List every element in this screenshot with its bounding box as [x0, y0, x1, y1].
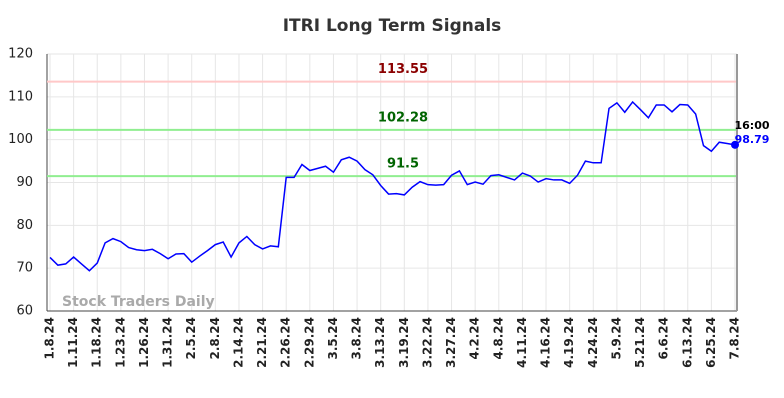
last-value: 98.79	[735, 133, 770, 146]
x-tick-label: 3.22.24	[420, 317, 434, 368]
x-tick-label: 4.8.24	[491, 317, 505, 360]
last-point	[731, 140, 739, 149]
y-tick-label: 100	[8, 132, 33, 147]
x-tick-label: 3.19.24	[397, 317, 411, 368]
x-tick-label: 3.27.24	[444, 317, 458, 368]
x-tick-label: 3.8.24	[350, 317, 364, 360]
reference-label: 91.5	[387, 157, 419, 172]
y-tick-label: 60	[16, 304, 33, 319]
x-tick-label: 4.24.24	[586, 317, 600, 368]
x-tick-label: 2.8.24	[208, 317, 222, 360]
x-tick-label: 1.11.24	[66, 317, 80, 368]
reference-label: 102.28	[378, 110, 428, 125]
y-tick-label: 120	[8, 47, 33, 62]
y-tick-label: 90	[16, 175, 33, 190]
x-tick-label: 2.14.24	[231, 317, 245, 368]
y-tick-label: 70	[16, 261, 33, 276]
x-tick-label: 5.21.24	[633, 317, 647, 368]
watermark: Stock Traders Daily	[62, 294, 215, 310]
x-tick-label: 4.11.24	[515, 317, 529, 368]
y-tick-label: 80	[16, 218, 33, 233]
x-tick-label: 4.19.24	[562, 317, 576, 368]
x-tick-label: 7.8.24	[728, 317, 742, 360]
last-time: 16:00	[734, 119, 769, 132]
x-tick-label: 6.6.24	[657, 317, 671, 360]
x-tick-label: 2.5.24	[184, 317, 198, 360]
x-tick-label: 1.26.24	[137, 317, 151, 368]
x-tick-label: 4.16.24	[539, 317, 553, 368]
x-tick-label: 1.31.24	[161, 317, 175, 368]
x-tick-label: 3.13.24	[373, 317, 387, 368]
x-tick-label: 6.25.24	[704, 317, 718, 368]
x-tick-label: 3.5.24	[326, 317, 340, 360]
y-tick-label: 110	[8, 89, 33, 104]
x-tick-label: 4.2.24	[468, 317, 482, 360]
x-tick-label: 6.13.24	[680, 317, 694, 368]
reference-label: 113.55	[378, 62, 428, 77]
x-tick-label: 2.26.24	[279, 317, 293, 368]
x-tick-label: 1.18.24	[90, 317, 104, 368]
price-line	[49, 100, 736, 272]
x-tick-label: 1.23.24	[113, 317, 127, 368]
x-tick-label: 1.8.24	[43, 317, 57, 360]
x-tick-label: 2.21.24	[255, 317, 269, 368]
x-tick-label: 2.29.24	[302, 317, 316, 368]
chart-title: ITRI Long Term Signals	[283, 16, 502, 36]
x-tick-label: 5.9.24	[609, 317, 623, 360]
